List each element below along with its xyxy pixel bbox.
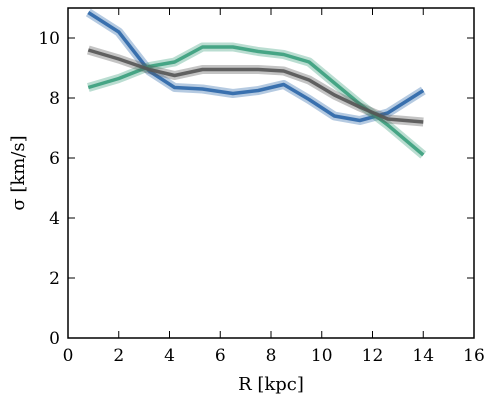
x-tick-label: 2: [113, 346, 124, 366]
y-tick-label: 8: [49, 89, 60, 109]
x-tick-label: 8: [266, 346, 277, 366]
y-tick-label: 6: [49, 149, 60, 169]
series-2-line: [87, 45, 425, 157]
x-tick-label: 16: [463, 346, 485, 366]
x-axis-label: R [kpc]: [238, 374, 304, 395]
series-layer: [85, 8, 427, 159]
series-3-line: [87, 48, 424, 124]
x-tick-label: 12: [362, 346, 384, 366]
y-axis-label: σ [km/s]: [8, 135, 29, 210]
y-tick-label: 0: [49, 329, 60, 349]
x-tick-label: 0: [63, 346, 74, 366]
y-tick-label: 2: [49, 269, 60, 289]
y-tick-label: 4: [49, 209, 60, 229]
x-tick-label: 14: [412, 346, 434, 366]
x-tick-label: 6: [215, 346, 226, 366]
x-tick-label: 10: [311, 346, 333, 366]
ticks-layer: 0 2 4 6 8 10 12 14 16 0 2 4 6 8 10: [38, 8, 485, 366]
y-tick-label: 10: [38, 29, 60, 49]
x-tick-label: 4: [164, 346, 175, 366]
